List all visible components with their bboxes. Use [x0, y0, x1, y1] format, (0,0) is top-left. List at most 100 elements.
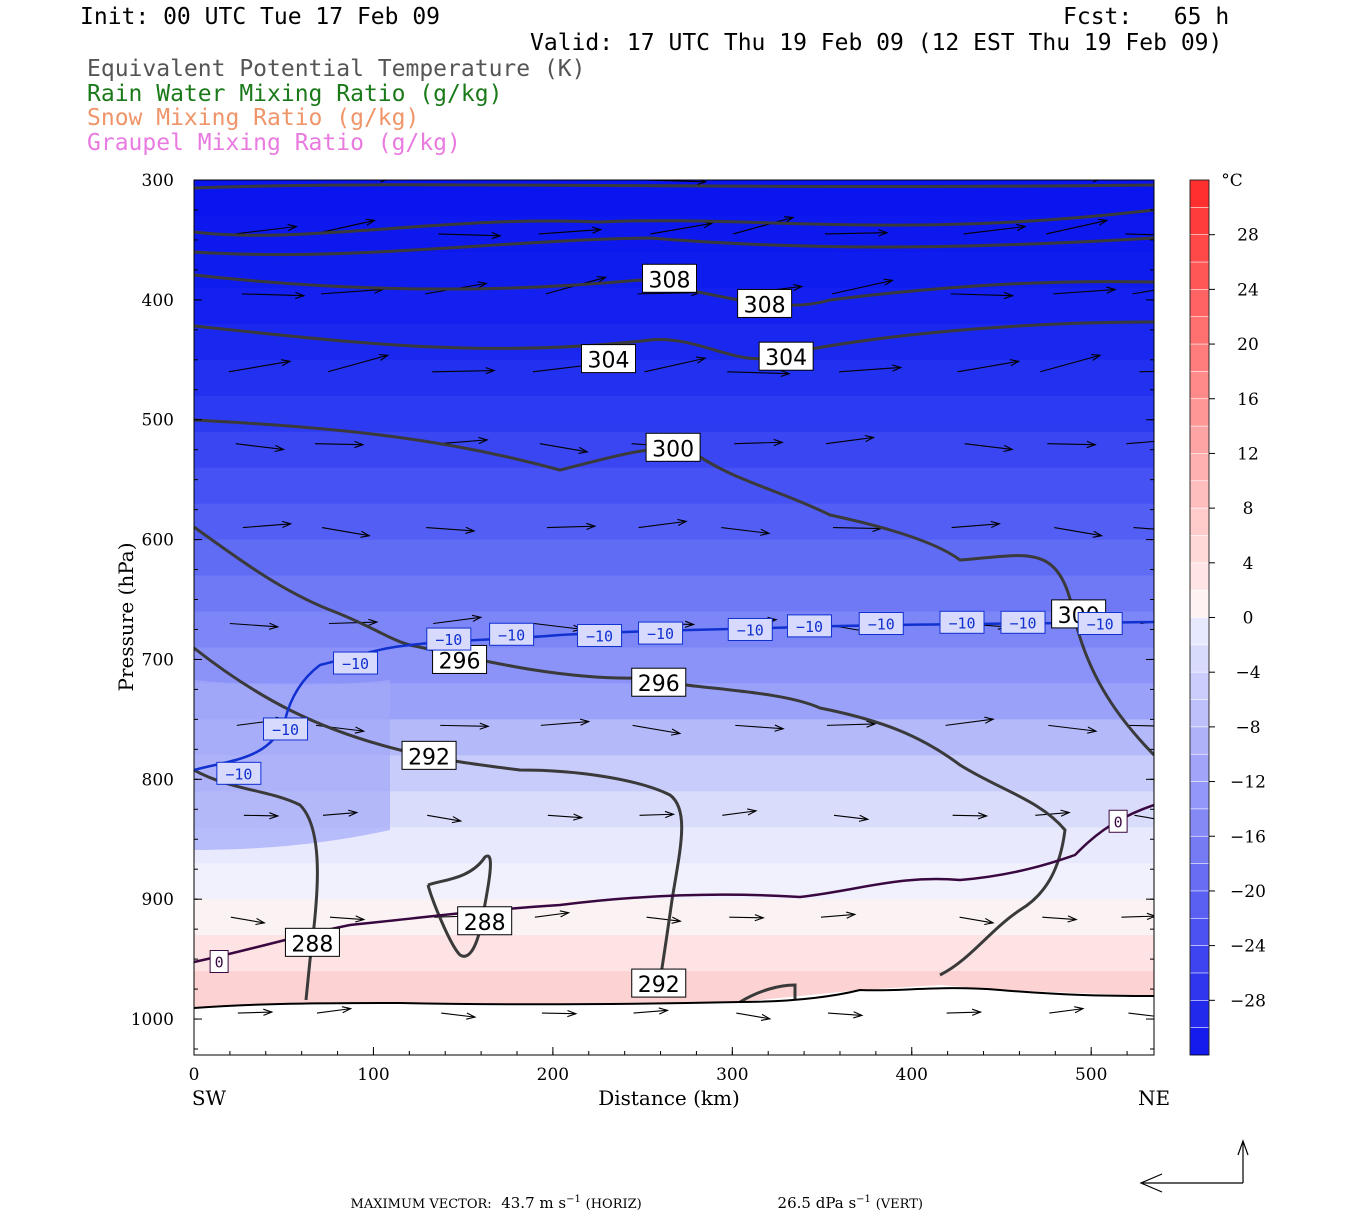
- fill-band: [194, 467, 1154, 505]
- x-tick-label: 400: [896, 1065, 928, 1085]
- wind-arrow: [831, 279, 893, 295]
- colorbar-step: [1189, 316, 1210, 345]
- colorbar-tick-label: −4: [1235, 663, 1260, 683]
- wind-arrow: [432, 369, 495, 373]
- colorbar-step: [1189, 917, 1210, 947]
- wind-arrowhead: [586, 522, 597, 531]
- colorbar-step: [1189, 781, 1210, 810]
- theta-e-label: 288: [291, 932, 333, 957]
- theta-e-label-box: [401, 740, 457, 770]
- wind-arrowhead: [858, 814, 870, 822]
- colorbar-step: [1189, 671, 1210, 701]
- wind-arrowhead: [671, 916, 682, 924]
- wind-arrowhead: [477, 281, 488, 289]
- wind-arrow: [727, 371, 790, 375]
- wind-arrowhead: [1092, 180, 1100, 183]
- fill-band: [194, 575, 1154, 613]
- theta-e-label: 304: [588, 349, 630, 374]
- wind-arrowhead: [853, 1011, 864, 1019]
- isotherm-label-box: [858, 611, 904, 635]
- wind-arrow: [638, 520, 687, 529]
- wind-arrowhead: [977, 812, 989, 820]
- wind-arrow: [1139, 370, 1154, 373]
- isotherm-label-box: [489, 622, 535, 646]
- wind-arrowhead: [360, 530, 371, 538]
- colorbar-tick-label: 4: [1243, 554, 1254, 574]
- wind-arrow: [547, 814, 582, 819]
- theta-e-label-box: [631, 667, 687, 697]
- wind-arrow: [1040, 354, 1101, 373]
- x-axis-right-end: NE: [1138, 1086, 1170, 1110]
- wind-arrowhead: [281, 520, 293, 529]
- wind-arrow: [1121, 915, 1154, 918]
- y-tick-label: 1000: [131, 1010, 174, 1030]
- colorbar-tick-label: −8: [1235, 718, 1260, 738]
- wind-arrowhead: [670, 728, 682, 736]
- colorbar-step: [1189, 589, 1210, 619]
- y-tick-label: 800: [142, 770, 174, 790]
- x-axis-label: Distance (km): [598, 1086, 740, 1110]
- x-tick-label: 300: [716, 1065, 748, 1085]
- legend-theta-e: Equivalent Potential Temperature (K): [87, 56, 586, 82]
- y-tick-label: 300: [142, 171, 174, 191]
- wind-arrow: [833, 814, 868, 820]
- theta-e-label: 308: [744, 293, 786, 318]
- y-tick-label: 500: [142, 411, 174, 431]
- fill-band: [194, 539, 1154, 577]
- wind-arrow: [1126, 440, 1154, 445]
- wind-arrow: [946, 1011, 981, 1014]
- wind-arrow: [637, 292, 700, 295]
- horiz-tag: (HORIZ): [585, 1197, 642, 1212]
- isotherm-zero: [194, 803, 1154, 964]
- wind-arrow: [433, 616, 481, 625]
- wind-arrow: [229, 622, 278, 628]
- colorbar-tick-label: −16: [1230, 827, 1266, 847]
- wind-arrow: [320, 288, 383, 295]
- vert-tag: (VERT): [875, 1197, 923, 1212]
- vert-value: 26.5: [777, 1194, 811, 1212]
- wind-arrow: [1134, 814, 1154, 820]
- fill-band: [194, 287, 1154, 325]
- wind-arrow: [1125, 233, 1154, 236]
- wind-arrow: [1049, 1008, 1084, 1014]
- wind-arrowhead: [484, 171, 493, 177]
- wind-arrow: [964, 443, 1013, 450]
- wind-arrow: [820, 913, 855, 918]
- isotherm-label: −10: [948, 614, 975, 632]
- wind-arrowhead: [1159, 817, 1168, 823]
- isotherm-label-box: [1077, 611, 1123, 635]
- isotherm-label-box: [426, 627, 472, 651]
- isotherm-label-box: [1000, 610, 1046, 634]
- isotherm-label: −10: [586, 627, 613, 645]
- isotherm-label-box: [786, 614, 832, 638]
- wind-arrow: [650, 222, 712, 235]
- wind-arrow: [1042, 916, 1077, 921]
- wind-arrowhead: [864, 434, 876, 443]
- isotherm-label: −10: [225, 765, 252, 783]
- colorbar-step: [1189, 261, 1210, 291]
- wind-arrowhead: [591, 226, 603, 234]
- colorbar-step: [1189, 753, 1210, 783]
- x-tick-label: 0: [189, 1065, 200, 1085]
- colorbar-tick-label: 20: [1237, 335, 1259, 355]
- wind-arrow: [230, 916, 265, 924]
- theta-e-label: 304: [765, 346, 807, 371]
- isotherm-label: −10: [1009, 614, 1036, 632]
- wind-arrowhead: [1074, 1006, 1085, 1014]
- wind-arrowhead: [1067, 915, 1078, 923]
- theta-e-label: 308: [649, 268, 691, 293]
- wind-arrowhead: [341, 1006, 353, 1014]
- y-tick-label: 700: [142, 650, 174, 670]
- x-tick-label: 100: [357, 1065, 389, 1085]
- theta-e-label: 292: [638, 973, 680, 998]
- colorbar: °C 28 24 20 16 12 8 4 0 −4 −8 −12 −16 −20 −24 −28: [1189, 171, 1266, 1056]
- wind-arrowhead: [263, 1008, 274, 1016]
- wind-arrowhead: [1007, 163, 1016, 169]
- wind-arrow: [824, 232, 887, 235]
- colorbar-step: [1189, 398, 1210, 427]
- colorbar-step: [1189, 289, 1210, 318]
- wind-arrowhead: [1009, 359, 1021, 367]
- colorbar-unit: °C: [1221, 171, 1243, 191]
- colorbar-step: [1189, 972, 1210, 1002]
- wind-arrow: [1047, 443, 1096, 446]
